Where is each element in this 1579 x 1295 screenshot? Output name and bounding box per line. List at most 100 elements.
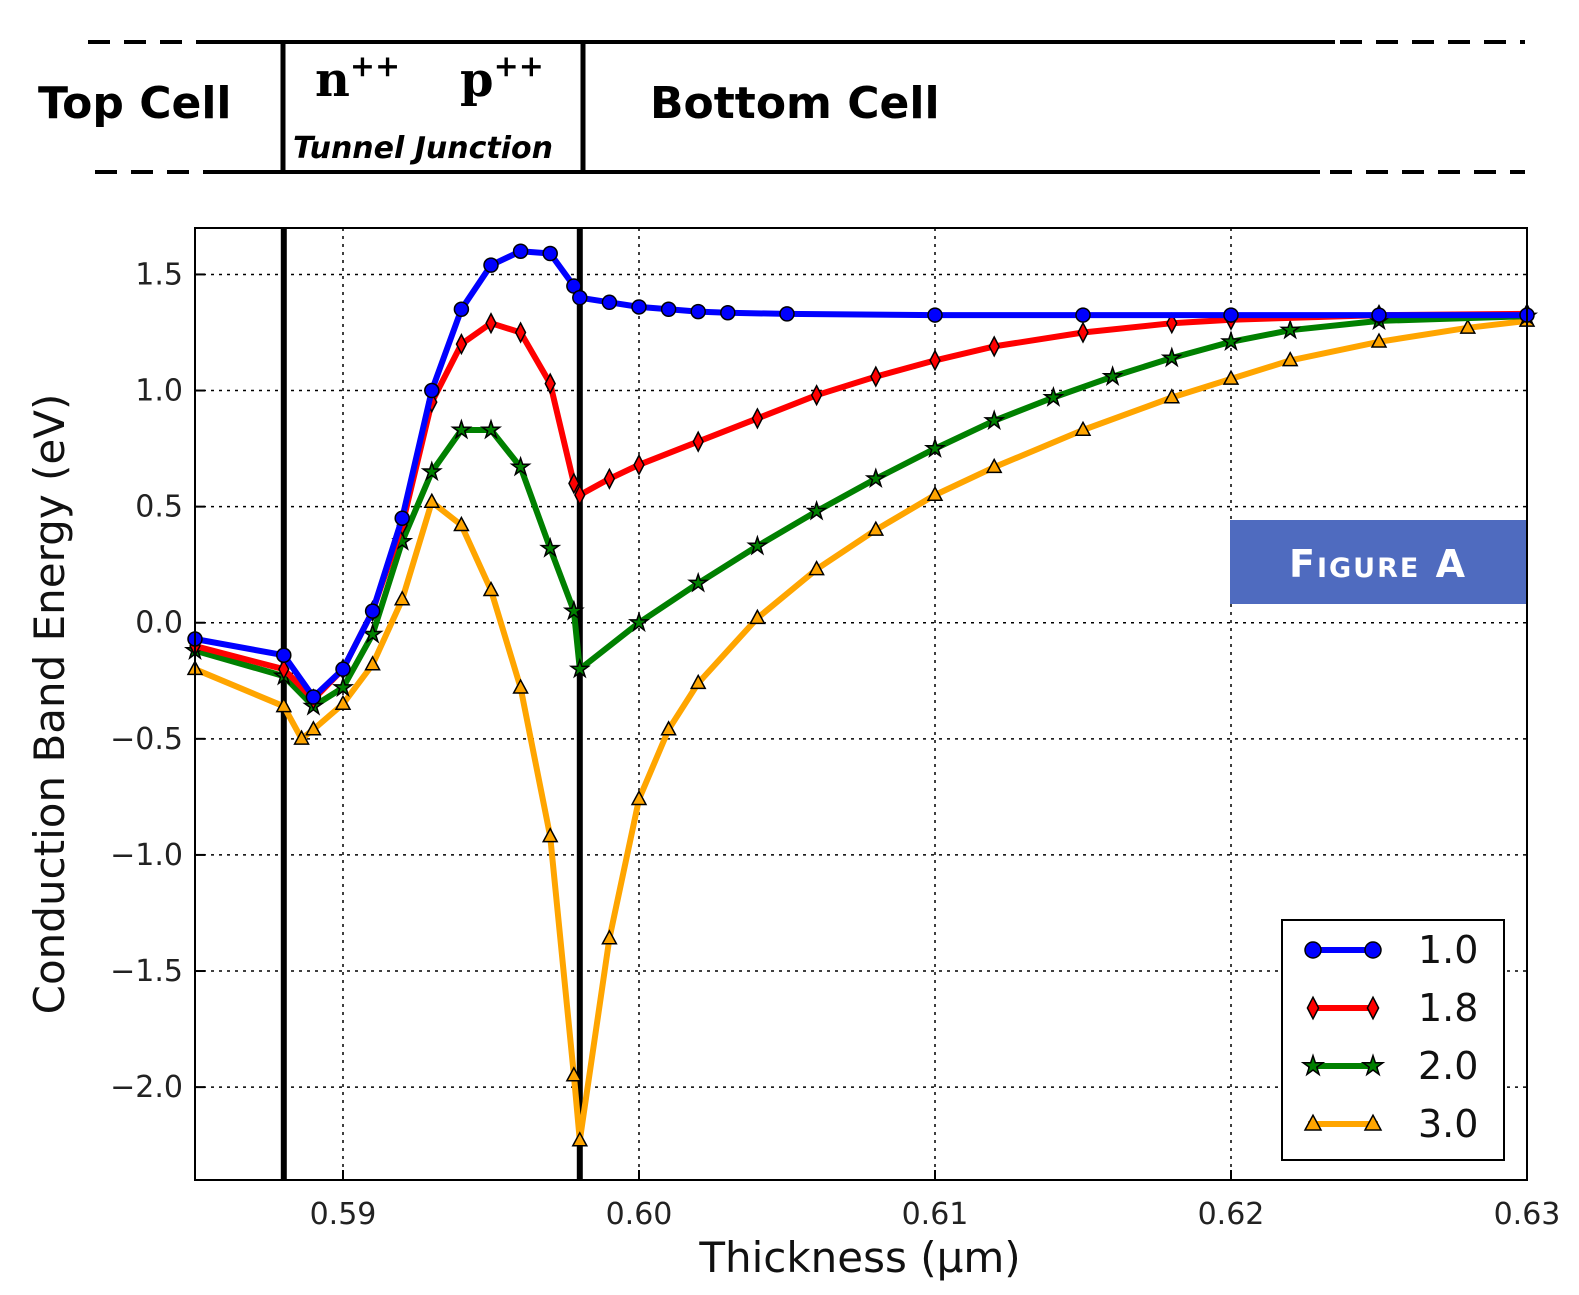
data-point-triangle <box>364 655 381 671</box>
y-tick-label: 1.5 <box>135 257 183 292</box>
series-line <box>193 317 1528 1144</box>
data-point-triangle <box>305 720 322 736</box>
data-point-triangle <box>393 590 411 606</box>
data-point-diamond <box>929 349 941 372</box>
data-point-diamond <box>633 453 645 476</box>
n-label: n <box>315 52 350 108</box>
data-point-triangle <box>453 515 470 532</box>
figure-badge: Figure A <box>1230 520 1526 604</box>
boundary-lines <box>280 228 583 1180</box>
series-line <box>194 248 1527 700</box>
x-tick-label: 0.59 <box>310 1197 377 1232</box>
top-cell-label: Top Cell <box>38 78 232 129</box>
legend-box <box>1281 919 1505 1161</box>
legend-label: 1.0 <box>1418 928 1478 972</box>
badge-label: Figure A <box>1289 542 1467 586</box>
data-point-triangle <box>423 492 441 508</box>
data-point-triangle <box>689 673 707 690</box>
n-superscript: ++ <box>350 49 400 84</box>
data-point-star <box>687 571 710 593</box>
data-point-star <box>509 455 532 477</box>
plot-area: 0.59 0.60 0.61 0.62 0.63 1.5 1.0 0.5 0.0 −0.5 −1.0… <box>110 227 1560 1232</box>
data-point-circle <box>424 382 440 399</box>
legend-label: 1.8 <box>1418 986 1478 1030</box>
data-point-circle <box>364 603 381 619</box>
y-tick-label: 0.0 <box>135 606 183 641</box>
data-point-star <box>562 599 585 621</box>
data-point-diamond <box>988 335 1000 358</box>
data-point-circle <box>1223 307 1239 323</box>
legend-item: 3.0 <box>1303 1102 1478 1146</box>
data-point-circle <box>601 294 618 311</box>
data-point-circle <box>720 305 736 321</box>
data-point-circle <box>542 245 558 262</box>
n-plus-plus-label: n++ <box>315 49 400 108</box>
data-point-circle <box>572 289 588 306</box>
data-point-triangle <box>1281 351 1299 367</box>
data-point-diamond <box>1077 321 1089 344</box>
y-axis-label: Conduction Band Energy (eV) <box>25 394 74 1015</box>
data-point-circle <box>276 647 292 663</box>
data-point-triangle <box>660 720 677 736</box>
data-point-triangle <box>482 580 500 597</box>
data-point-circle <box>305 689 322 705</box>
data-point-circle <box>660 301 677 318</box>
data-point-triangle <box>334 694 352 710</box>
series-2.0 <box>183 304 1539 716</box>
data-point-diamond <box>485 312 497 335</box>
data-point-circle <box>1075 307 1091 323</box>
data-point-star <box>627 611 651 633</box>
badge-background <box>1230 520 1526 604</box>
data-point-triangle <box>1303 1113 1323 1131</box>
plot-frame <box>194 227 1528 1181</box>
data-point-star <box>1220 330 1242 352</box>
data-point-star <box>420 460 443 482</box>
data-point-triangle <box>985 457 1003 474</box>
data-point-triangle <box>1222 369 1240 385</box>
data-point-triangle <box>867 520 885 536</box>
data-point-triangle <box>541 827 559 843</box>
data-point-star <box>361 622 384 644</box>
series-1.0 <box>187 243 1535 705</box>
data-point-star <box>1160 346 1183 368</box>
legend-label: 3.0 <box>1418 1102 1478 1146</box>
data-point-diamond <box>278 658 290 681</box>
data-point-circle <box>1364 941 1382 959</box>
data-point-diamond <box>1306 995 1320 1021</box>
data-point-triangle <box>601 929 618 945</box>
x-axis-label: Thickness (μm) <box>698 1233 1020 1282</box>
data-point-star <box>539 536 562 558</box>
data-point-star <box>864 467 887 489</box>
data-point-diamond <box>603 467 616 490</box>
data-point-circle <box>335 661 351 677</box>
tick-layer: 0.59 0.60 0.61 0.62 0.63 1.5 1.0 0.5 0.0 −0.5 −1.0… <box>110 257 1560 1232</box>
data-point-star <box>1042 386 1065 407</box>
data-point-star <box>1300 1053 1326 1077</box>
data-point-star <box>805 499 828 521</box>
data-point-star <box>568 657 591 679</box>
data-point-triangle <box>1074 420 1092 437</box>
data-point-circle <box>394 510 410 526</box>
data-point-triangle <box>293 729 310 745</box>
p-superscript: ++ <box>494 49 544 84</box>
data-point-triangle <box>571 1131 589 1147</box>
y-tick-label: 0.5 <box>135 490 183 525</box>
bottom-cell-label: Bottom Cell <box>650 78 940 129</box>
data-point-diamond <box>1166 312 1178 335</box>
y-tick-label: −1.0 <box>110 838 183 873</box>
data-point-star <box>1101 365 1124 386</box>
data-point-circle <box>453 301 470 318</box>
data-point-diamond <box>1366 995 1380 1021</box>
data-point-triangle <box>275 697 293 713</box>
data-point-diamond <box>514 321 527 344</box>
data-point-diamond <box>810 384 823 407</box>
legend-item: 2.0 <box>1300 1044 1478 1088</box>
data-point-diamond <box>870 365 882 388</box>
data-point-circle <box>631 299 647 315</box>
data-point-star <box>1360 1053 1386 1077</box>
data-point-star <box>479 418 503 440</box>
y-tick-label: −2.0 <box>110 1070 183 1105</box>
x-tick-label: 0.62 <box>1198 1197 1265 1232</box>
data-point-circle <box>512 243 529 259</box>
